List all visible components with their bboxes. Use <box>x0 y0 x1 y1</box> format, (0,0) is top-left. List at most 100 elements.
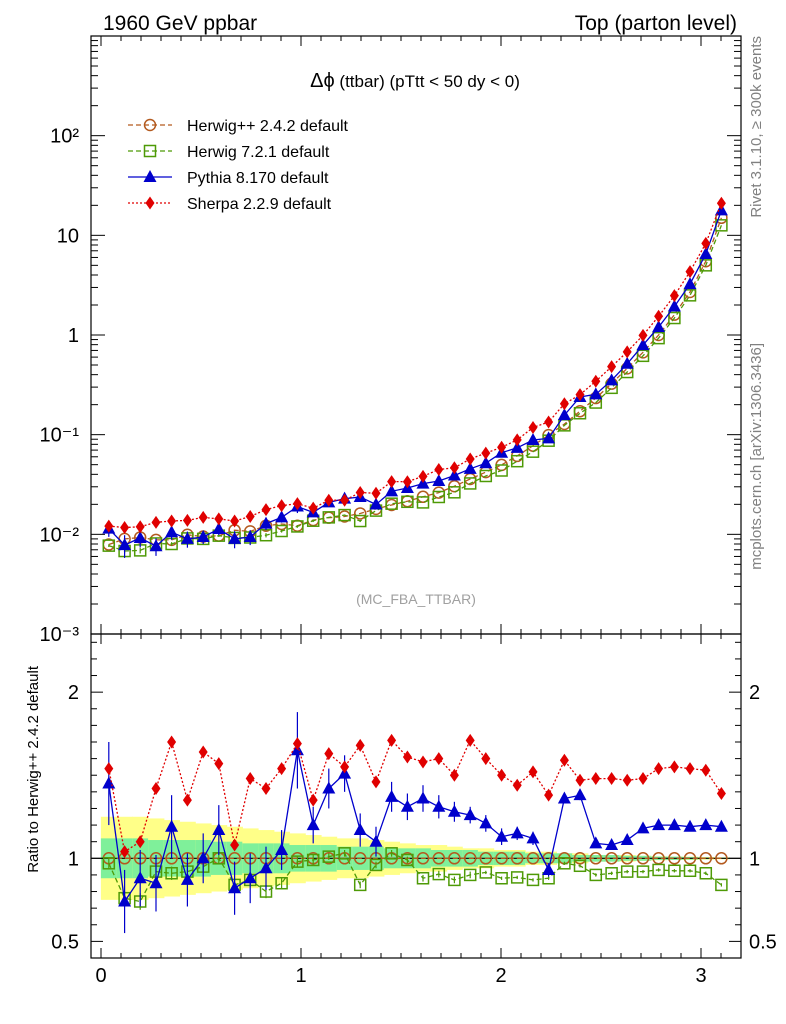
plot-title-text: (ttbar) (pTtt < 50 dy < 0) <box>335 72 520 91</box>
ratio-point-sherpa <box>340 760 350 774</box>
ratio-point-pythia <box>542 862 556 875</box>
ratio-point-pythia <box>322 781 336 794</box>
legend: Herwig++ 2.4.2 default Herwig 7.2.1 defau… <box>128 118 349 213</box>
ratio-point-herwig7 <box>306 853 320 867</box>
ratio-y-tick-label: 1 <box>68 848 79 870</box>
ratio-point-sherpa <box>214 757 224 771</box>
axes-layer: 0 1 2 3 10⁻³ 10⁻² 10⁻¹ 1 10 10² 0.5 0.5 1 1 2 2 <box>40 35 777 987</box>
ratio-point-sherpa <box>669 760 679 774</box>
ratio-point-herwigpp <box>463 852 477 865</box>
main-point-sherpa <box>214 512 224 526</box>
ratio-point-herwig7 <box>416 871 430 885</box>
main-point-herwig7 <box>385 497 398 510</box>
main-point-pythia <box>369 497 383 510</box>
main-point-pythia <box>196 530 210 543</box>
ratio-point-pythia <box>400 799 414 812</box>
main-point-sherpa <box>701 236 711 250</box>
ratio-point-sherpa <box>292 737 302 751</box>
ratio-point-herwigpp <box>526 852 540 865</box>
ratio-point-herwig7 <box>432 867 446 881</box>
ratio-point-pythia <box>573 788 587 801</box>
main-point-sherpa <box>120 521 130 535</box>
main-point-pythia <box>463 461 477 474</box>
ratio-line-herwig7 <box>108 852 722 903</box>
ratio-point-pythia <box>416 791 430 804</box>
main-series-layer <box>102 196 728 558</box>
main-point-herwig7 <box>510 454 524 468</box>
ratio-point-herwig7 <box>322 850 336 863</box>
main-point-herwig7 <box>291 520 304 533</box>
main-point-pythia <box>479 456 493 469</box>
ratio-point-sherpa <box>151 782 161 796</box>
main-point-sherpa <box>575 388 585 402</box>
main-point-herwig7 <box>668 311 681 325</box>
ratio-y-tick-label-right: 2 <box>749 682 760 704</box>
ratio-point-herwig7 <box>699 867 713 880</box>
ratio-line-sherpa <box>108 739 722 853</box>
main-point-pythia <box>118 538 132 551</box>
ratio-point-herwig7 <box>589 868 603 882</box>
ratio-point-herwig7 <box>463 868 477 882</box>
main-line-sherpa <box>108 202 723 529</box>
ratio-point-sherpa <box>465 733 475 747</box>
main-point-pythia <box>542 431 556 444</box>
ratio-point-herwig7 <box>683 864 697 878</box>
ratio-point-herwig7 <box>165 867 178 880</box>
ratio-point-sherpa <box>528 765 538 779</box>
ratio-point-herwigpp <box>668 852 681 865</box>
main-point-sherpa <box>151 515 161 529</box>
main-point-pythia <box>165 525 179 538</box>
main-line-pythia <box>108 210 723 547</box>
ratio-point-sherpa <box>355 738 365 752</box>
ratio-point-herwigpp <box>573 852 587 865</box>
main-point-sherpa <box>528 421 538 435</box>
main-point-sherpa <box>198 510 208 524</box>
y-tick-label: 10 <box>57 225 79 247</box>
ratio-point-herwig7 <box>558 857 571 870</box>
header-left: 1960 GeV ppbar <box>103 12 257 35</box>
main-point-sherpa <box>465 452 475 466</box>
ratio-point-sherpa <box>622 773 632 787</box>
main-point-sherpa <box>371 486 381 500</box>
main-point-sherpa <box>340 493 350 507</box>
ratio-point-herwigpp <box>589 852 603 865</box>
main-point-sherpa <box>104 519 114 533</box>
main-point-herwig7 <box>636 349 650 363</box>
main-point-pythia <box>275 510 289 523</box>
ratio-point-sherpa <box>371 775 381 789</box>
ratio-point-sherpa <box>638 772 648 786</box>
ratio-y-tick-label-right: 1 <box>749 848 760 870</box>
ratio-point-sherpa <box>575 773 585 787</box>
ratio-point-sherpa <box>277 762 287 776</box>
main-point-sherpa <box>685 265 695 279</box>
legend-marker-herwig7 <box>143 144 157 158</box>
main-point-pythia <box>385 484 399 497</box>
ratio-point-herwigpp <box>636 852 650 865</box>
main-point-sherpa <box>512 433 522 447</box>
main-point-sherpa <box>654 309 664 323</box>
main-point-sherpa <box>324 493 334 507</box>
main-point-pythia <box>699 246 713 259</box>
plot-title-symbol: Δϕ <box>310 70 335 92</box>
main-point-sherpa <box>277 499 287 513</box>
ratio-point-pythia <box>447 804 461 817</box>
x-tick-label: 3 <box>695 965 706 987</box>
ratio-point-herwig7 <box>479 866 493 879</box>
main-point-sherpa <box>230 514 240 528</box>
main-point-pythia <box>149 539 163 552</box>
ratio-point-pythia <box>667 818 681 831</box>
main-point-pythia <box>243 530 257 543</box>
ratio-point-pythia <box>636 821 650 834</box>
main-point-pythia <box>133 530 147 543</box>
main-point-sherpa <box>434 463 444 477</box>
main-point-pythia <box>620 356 634 369</box>
ratio-point-herwig7 <box>495 871 508 885</box>
ratio-y-tick-label: 2 <box>68 682 79 704</box>
ratio-point-pythia <box>102 776 116 789</box>
ratio-point-pythia <box>353 823 367 836</box>
main-point-sherpa <box>607 360 617 374</box>
x-tick-label: 1 <box>295 965 306 987</box>
ratio-point-pythia <box>275 843 289 855</box>
ratio-point-herwig7 <box>668 864 681 878</box>
